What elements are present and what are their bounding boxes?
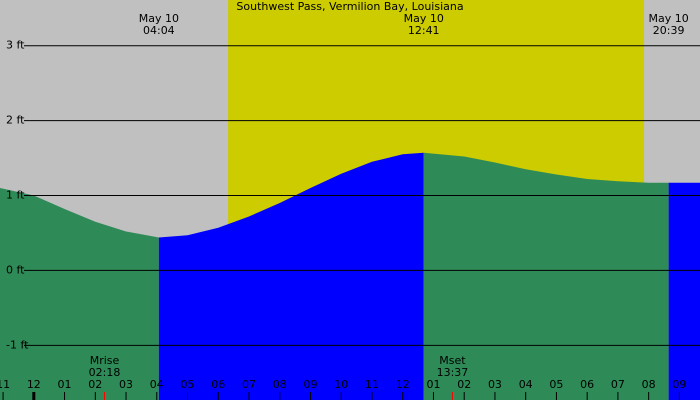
x-tick-label: 10 <box>334 378 348 391</box>
y-tick-label: 3 ft <box>6 39 25 52</box>
x-tick-label: 09 <box>672 378 686 391</box>
y-tick-label: 0 ft <box>6 263 25 276</box>
tide-event-date: May 10 <box>139 12 179 25</box>
tide-event-date: May 10 <box>649 12 689 25</box>
x-tick-label: 05 <box>549 378 563 391</box>
x-tick-label: 06 <box>580 378 594 391</box>
x-tick-label: 07 <box>611 378 625 391</box>
x-tick-label: 01 <box>426 378 440 391</box>
x-tick-label: 08 <box>273 378 287 391</box>
x-tick-label: 12 <box>396 378 410 391</box>
x-tick-label: 11 <box>0 378 10 391</box>
x-tick-label: 02 <box>457 378 471 391</box>
x-tick-label: 01 <box>58 378 72 391</box>
y-tick-label: 1 ft <box>6 189 25 202</box>
tide-event-time: 04:04 <box>143 24 175 37</box>
tide-area <box>0 188 159 400</box>
tide-area <box>158 152 424 400</box>
x-tick-label: 07 <box>242 378 256 391</box>
x-tick-label: 03 <box>119 378 133 391</box>
tide-event-date: May 10 <box>404 12 444 25</box>
x-tick-label: 06 <box>211 378 225 391</box>
chart-title: Southwest Pass, Vermilion Bay, Louisiana <box>236 0 463 13</box>
x-tick-label: 11 <box>365 378 379 391</box>
moon-event-label: Mrise <box>90 354 120 367</box>
x-tick-label: 04 <box>150 378 164 391</box>
tide-event-time: 12:41 <box>408 24 440 37</box>
tide-area <box>423 152 669 400</box>
moon-event-time: 13:37 <box>437 366 469 379</box>
tide-area <box>668 182 700 400</box>
x-tick-label: 03 <box>488 378 502 391</box>
annotations: 3 ft 2 ft 1 ft 0 ft -1 ft 11 12 01 02 03 04 05 06 07 0… <box>0 12 700 400</box>
x-tick-label: 08 <box>642 378 656 391</box>
moon-event-label: Mset <box>439 354 466 367</box>
x-tick-label: 04 <box>519 378 533 391</box>
x-tick-label: 02 <box>88 378 102 391</box>
x-tick-label: 12 <box>27 378 41 391</box>
y-tick-label: -1 ft <box>6 338 29 351</box>
moon-event-time: 02:18 <box>89 366 121 379</box>
tide-areas <box>0 152 700 400</box>
tide-event-time: 20:39 <box>653 24 685 37</box>
x-tick-label: 09 <box>303 378 317 391</box>
x-tick-label: 05 <box>181 378 195 391</box>
y-tick-label: 2 ft <box>6 114 25 127</box>
